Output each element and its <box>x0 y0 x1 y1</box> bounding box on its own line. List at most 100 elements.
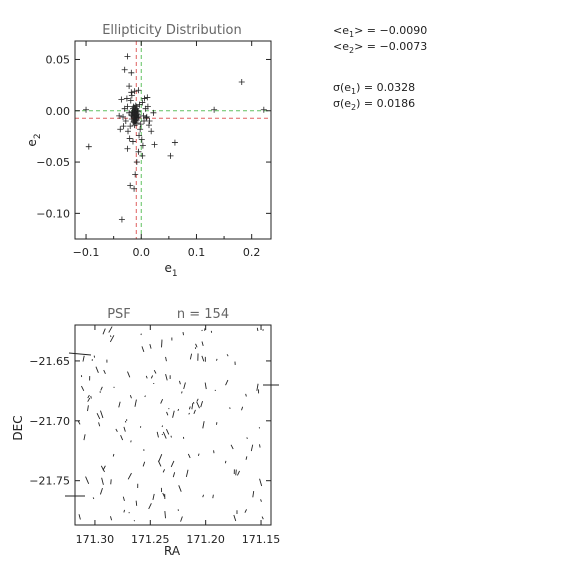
psf-whisker <box>204 382 207 390</box>
psf-whisker <box>170 460 175 468</box>
psf-whisker <box>110 516 113 521</box>
dec-tick-label: −21.75 <box>29 475 70 488</box>
mean-e2-stat: <e2> = −0.0073 <box>333 40 427 55</box>
psf-whisker <box>233 514 237 522</box>
scatter-point <box>139 152 146 159</box>
scatter-point <box>132 110 139 117</box>
psf-whisker <box>195 343 198 348</box>
psf-whisker <box>129 395 132 399</box>
psf-whisker <box>152 493 155 500</box>
scatter-point <box>131 122 138 129</box>
sigma-e2-stat: σ(e2) = 0.0186 <box>333 97 415 112</box>
psf-whisker <box>224 460 227 464</box>
scatter-point <box>143 113 150 120</box>
scatter-point <box>167 152 174 159</box>
scatter-point <box>238 79 245 86</box>
statistics-panel: <e1> = −0.0090 <e2> = −0.0073 σ(e1) = 0.… <box>333 24 427 112</box>
ellipticity-ticks: −0.1 0.0 0.1 0.2 0.05 0.00 −0.05 −0.10 <box>36 41 271 259</box>
scatter-point <box>128 92 135 99</box>
x-axis-label: e1 <box>164 261 177 279</box>
scatter-point <box>118 216 125 223</box>
scatter-point <box>117 126 124 133</box>
psf-whisker <box>179 380 181 385</box>
psf-whisker <box>193 409 196 414</box>
psf-whisker <box>127 472 132 480</box>
psf-whisker <box>145 375 148 379</box>
psf-whisker <box>212 494 214 499</box>
psf-plot-frame <box>74 324 272 526</box>
scatter-point <box>260 106 267 113</box>
psf-whisker <box>172 472 176 478</box>
psf-whisker <box>252 491 255 498</box>
scatter-point <box>122 118 129 125</box>
scatter-point <box>120 113 127 120</box>
scatter-point <box>126 135 133 142</box>
psf-whisker <box>101 477 104 485</box>
psf-whisker <box>99 487 103 495</box>
psf-whisker <box>135 500 138 506</box>
psf-whisker <box>112 453 115 457</box>
psf-whisker <box>81 385 85 392</box>
psf-whisker <box>166 429 170 435</box>
psf-whisker <box>95 366 99 373</box>
psf-whisker <box>162 492 165 497</box>
ra-tick-label: 171.20 <box>186 533 225 546</box>
psf-whisker <box>202 421 205 429</box>
mean-lines <box>75 41 271 239</box>
ra-axis-label: RA <box>164 544 181 558</box>
scatter-point <box>127 182 134 189</box>
x-tick-label: 0.0 <box>133 246 151 259</box>
psf-title: PSF <box>107 307 131 322</box>
y-tick-label: −0.10 <box>36 207 70 220</box>
ellipticity-title: Ellipticity Distribution <box>102 23 242 38</box>
scatter-point <box>83 106 90 113</box>
y-tick-label: 0.05 <box>46 53 71 66</box>
x-tick-label: 0.2 <box>243 246 261 259</box>
psf-whisker <box>149 344 152 349</box>
psf-whisker <box>134 399 137 407</box>
psf-whisker <box>191 402 194 410</box>
ra-tick-label: 171.15 <box>242 533 281 546</box>
scatter-point <box>132 171 139 178</box>
psf-whisker <box>127 371 131 378</box>
psf-whisker <box>161 425 164 428</box>
y-axis-label: e2 <box>25 133 43 146</box>
psf-whisker <box>261 516 264 520</box>
psf-whisker <box>78 514 81 520</box>
scatter-point <box>126 109 133 116</box>
psf-whisker <box>87 394 90 399</box>
psf-whisker <box>185 469 189 478</box>
psf-whisker <box>148 503 152 510</box>
psf-whisker <box>245 393 247 397</box>
psf-whisker <box>92 497 95 500</box>
psf-whisker <box>144 395 146 398</box>
psf-whisker <box>201 341 204 346</box>
psf-whisker <box>153 370 157 374</box>
scatter-point <box>120 123 127 130</box>
scatter-point <box>146 118 153 125</box>
psf-whisker <box>98 422 101 427</box>
psf-whisker <box>90 395 92 399</box>
scatter-point <box>145 122 152 129</box>
psf-whisker <box>96 413 101 420</box>
psf-ticks: 171.30 171.25 171.20 171.15 −21.65 −21.70 −21.… <box>29 325 280 546</box>
scatter-point <box>135 87 142 94</box>
psf-whisker <box>201 355 205 362</box>
scatter-point <box>135 113 142 120</box>
psf-whisker <box>109 335 115 343</box>
ellipticity-chart: Ellipticity Distribution −0.1 0.0 0.1 0.2 0.… <box>25 23 272 279</box>
psf-whisker <box>259 478 263 487</box>
dec-tick-label: −21.65 <box>29 355 70 368</box>
scatter-point <box>144 94 151 101</box>
scatter-point <box>133 159 140 166</box>
psf-whisker <box>202 494 205 498</box>
psf-whisker <box>77 420 81 425</box>
psf-whisker <box>172 410 175 418</box>
scatter-point <box>141 95 148 102</box>
scatter-point <box>128 69 135 76</box>
psf-whisker <box>160 399 164 404</box>
dec-axis-label: DEC <box>11 415 25 440</box>
scatter-point <box>150 109 157 116</box>
psf-whisker <box>87 405 89 412</box>
